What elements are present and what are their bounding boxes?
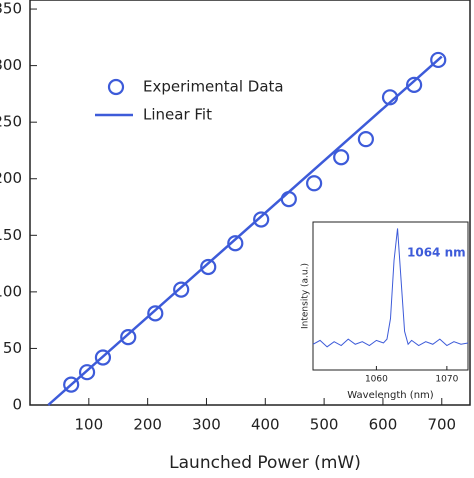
legend-label: Experimental Data <box>143 78 284 96</box>
x-tick-label: 1060 <box>365 375 388 385</box>
data-point <box>306 175 323 192</box>
data-point <box>200 258 217 276</box>
data-point <box>357 131 374 148</box>
y-tick-label: 300 <box>0 56 22 74</box>
data-point <box>430 51 447 69</box>
y-tick-label: 50 <box>3 339 22 357</box>
x-tick-label: 500 <box>310 416 339 434</box>
legend-label: Linear Fit <box>143 106 212 124</box>
data-point <box>120 329 137 346</box>
y-tick-label: 0 <box>12 396 22 414</box>
legend-marker <box>107 78 125 96</box>
data-point <box>94 349 112 366</box>
data-point <box>227 235 244 252</box>
x-tick-label: 1070 <box>435 375 458 385</box>
x-tick-label: 300 <box>192 416 221 434</box>
y-tick-label: 150 <box>0 226 22 244</box>
data-point <box>78 364 96 381</box>
x-tick-label: 700 <box>427 416 456 434</box>
data-point <box>406 76 423 93</box>
x-tick-label: 100 <box>75 416 104 434</box>
plot-frame <box>312 221 469 371</box>
y-tick-label: 200 <box>0 169 22 187</box>
data-point <box>147 305 164 322</box>
fit-line <box>47 55 443 406</box>
data-point <box>253 211 270 228</box>
annotation: 1064 nm <box>407 246 466 260</box>
spectrum-line <box>312 228 469 348</box>
data-point <box>63 376 80 393</box>
x-axis-label: Wavelength (nm) <box>347 390 433 401</box>
x-tick-label: 600 <box>369 416 398 434</box>
data-point <box>333 149 350 166</box>
data-point <box>173 281 190 298</box>
y-tick-label: 100 <box>0 282 22 300</box>
y-axis-label: Intensity (a.u.) <box>301 263 311 329</box>
y-tick-label: 350 <box>0 0 22 18</box>
x-tick-label: 400 <box>251 416 280 434</box>
y-tick-label: 250 <box>0 113 22 131</box>
x-axis-label: Launched Power (mW) <box>169 453 361 473</box>
x-tick-label: 200 <box>133 416 162 434</box>
